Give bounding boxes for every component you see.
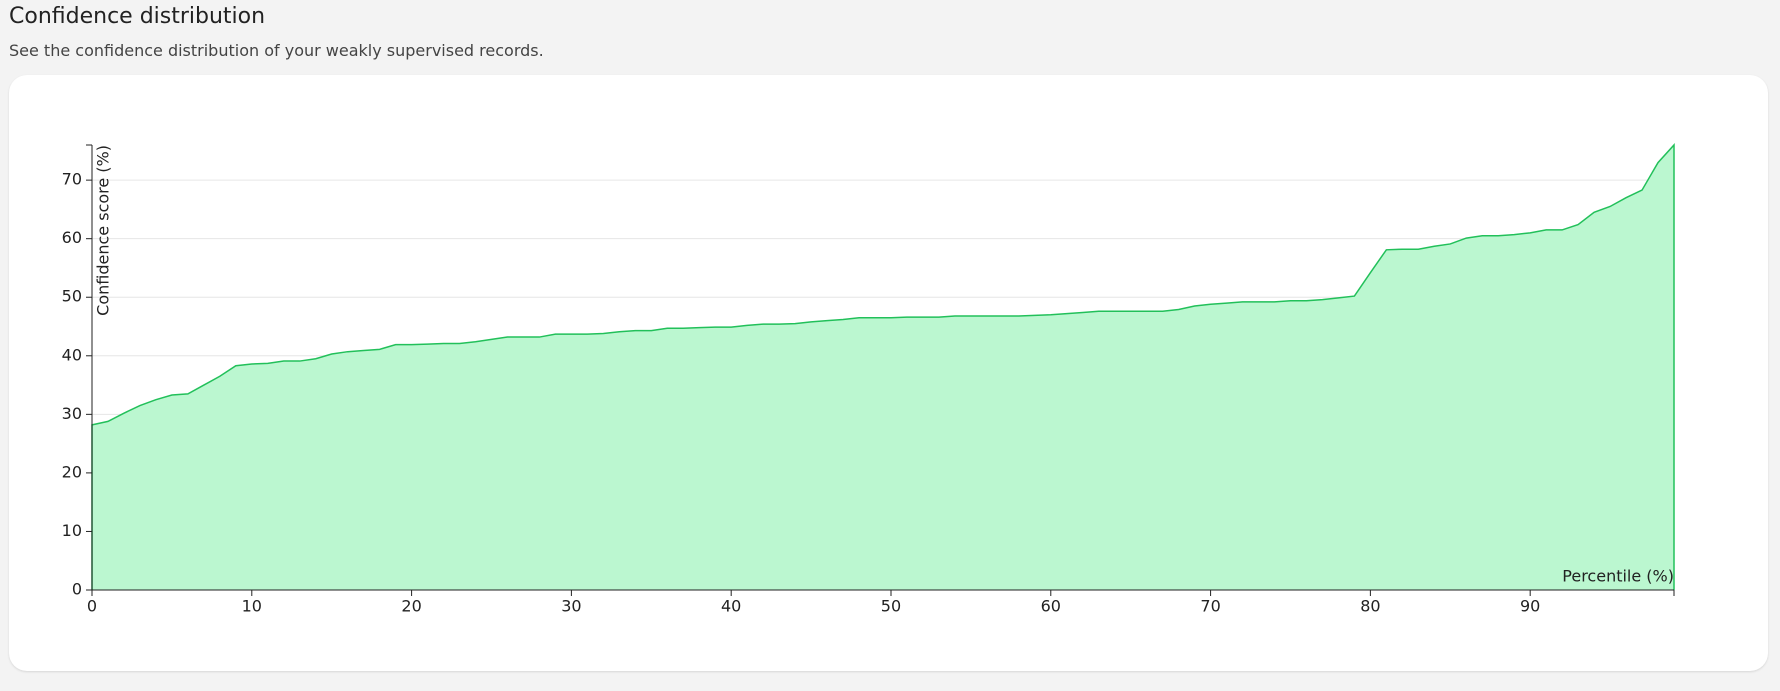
y-tick-label: 10 xyxy=(62,521,82,540)
y-tick-label: 30 xyxy=(62,404,82,423)
x-tick-label: 0 xyxy=(87,597,97,616)
x-tick-label: 80 xyxy=(1360,597,1380,616)
x-tick-label: 60 xyxy=(1041,597,1061,616)
y-tick-label: 20 xyxy=(62,462,82,481)
line xyxy=(91,143,1675,590)
y-tick-label: 40 xyxy=(62,345,82,364)
y-tick-label: 50 xyxy=(62,287,82,306)
x-tick-label: 30 xyxy=(561,597,581,616)
x-tick-label: 10 xyxy=(242,597,262,616)
x-tick-label: 40 xyxy=(721,597,741,616)
page-subtitle: See the confidence distribution of your … xyxy=(9,41,544,60)
y-tick-label: 60 xyxy=(62,228,82,247)
y-axis-label: Confidence score (%) xyxy=(94,145,113,316)
area xyxy=(92,145,1674,590)
page-title: Confidence distribution xyxy=(9,4,266,29)
x-tick-label: 90 xyxy=(1520,597,1540,616)
x-axis-label: Percentile (%) xyxy=(1562,567,1674,586)
x-tick-label: 50 xyxy=(881,597,901,616)
x-tick-label: 70 xyxy=(1200,597,1220,616)
y-tick-label: 0 xyxy=(72,580,82,599)
y-tick-label: 70 xyxy=(62,170,82,189)
x-tick-label: 20 xyxy=(401,597,421,616)
